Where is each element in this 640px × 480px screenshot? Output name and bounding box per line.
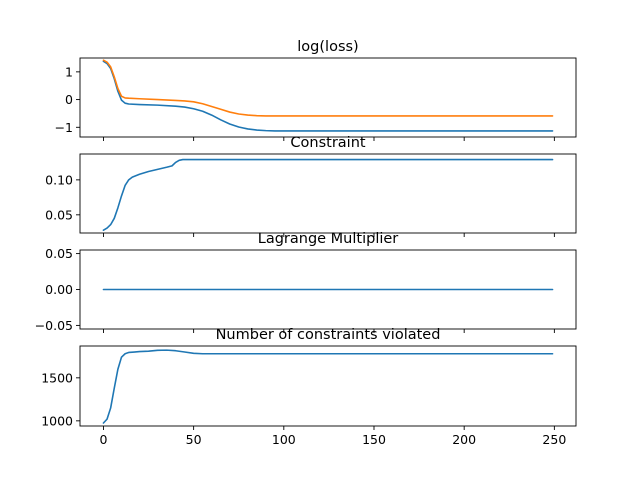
x-tick-label: 200 xyxy=(452,432,476,447)
x-tick-label: 100 xyxy=(272,432,296,447)
series-line-1 xyxy=(102,158,554,231)
x-tick-label: 50 xyxy=(186,432,202,447)
x-tick-label: 0 xyxy=(99,432,107,447)
x-tick-label: 150 xyxy=(362,432,386,447)
y-tick-label: 0 xyxy=(65,92,73,107)
y-tick-label: 0.05 xyxy=(45,207,73,222)
axes-frame xyxy=(79,345,577,427)
axes-frame xyxy=(79,57,577,138)
subplot-2: 0.10 0.05 Constraint xyxy=(45,135,577,237)
subplot-3: 0.05 0.00 −0.05 Lagrange Multiplier xyxy=(35,231,577,333)
y-tick-label: 1500 xyxy=(41,370,73,385)
y-tick-label: −1 xyxy=(55,120,73,135)
subplot-4: 1500 1000 0 50 100 150 200 250 Number of constra… xyxy=(41,327,577,447)
subplot-title: Lagrange Multiplier xyxy=(258,231,399,247)
series-line-1 xyxy=(102,349,554,424)
y-tick-label: 1000 xyxy=(41,413,73,428)
subplot-title: Constraint xyxy=(290,135,365,151)
axes-frame xyxy=(79,153,577,234)
y-tick-label: −0.05 xyxy=(35,318,73,333)
y-tick-label: 0.00 xyxy=(45,282,73,297)
subplot-1: 1 0 −1 log(loss) xyxy=(55,39,577,141)
y-tick-label: 0.10 xyxy=(45,172,73,187)
y-tick-label: 0.05 xyxy=(45,246,73,261)
series-line-2 xyxy=(102,59,554,117)
y-tick-label: 1 xyxy=(65,64,73,79)
subplot-title: Number of constraints violated xyxy=(216,327,441,343)
subplot-title: log(loss) xyxy=(297,39,358,55)
series-line-1 xyxy=(102,60,554,132)
x-tick-label: 250 xyxy=(542,432,566,447)
